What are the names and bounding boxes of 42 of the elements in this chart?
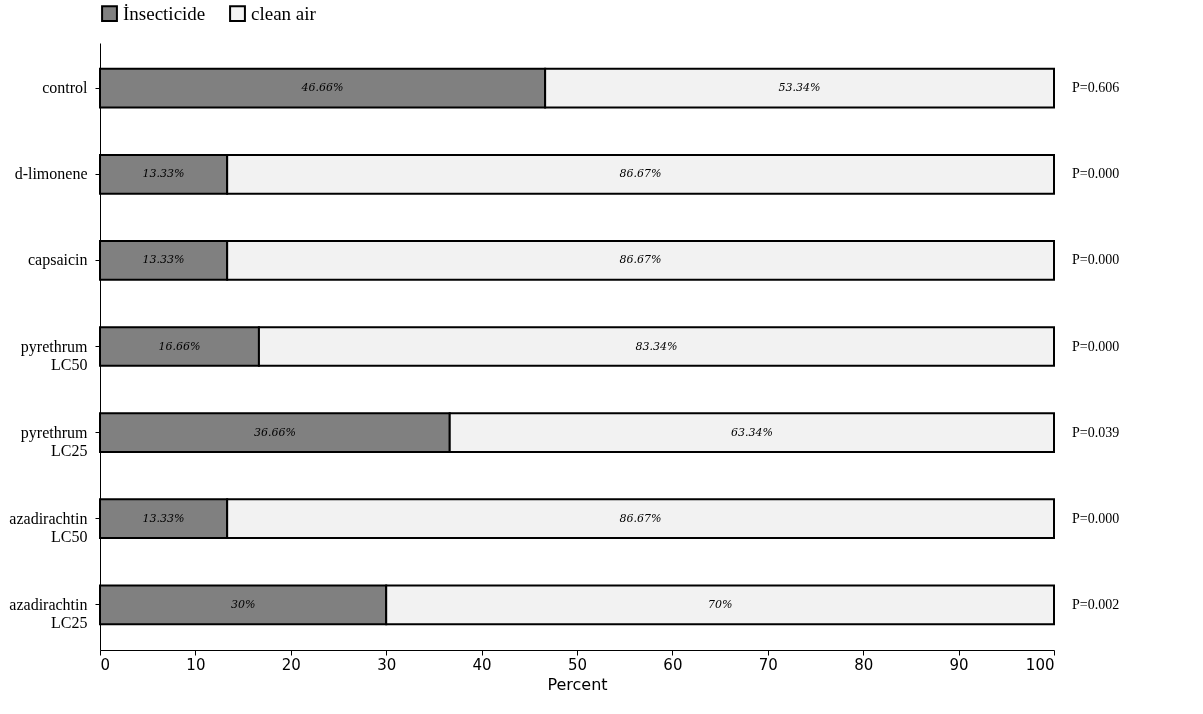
data-label: 86.67% (619, 167, 662, 181)
data-label: 46.66% (300, 81, 344, 95)
text: P=0.039 (1072, 424, 1120, 440)
x-tick-label: 40 (472, 655, 492, 674)
x-tick-label: 80 (854, 655, 874, 674)
data-label: 70% (707, 597, 733, 611)
data-label: 83.34% (635, 339, 678, 353)
data-label: 13.33% (142, 167, 185, 181)
y-tick-label: capsaicin (27, 251, 88, 270)
y-tick-label: d-limonene (14, 165, 88, 183)
x-tick-label: 100 (1025, 655, 1055, 674)
text: P=0.000 (1072, 338, 1120, 354)
y-tick-label: azadirachtin LC25 (9, 595, 88, 631)
data-label: 16.66% (158, 339, 201, 353)
data-label: 53.34% (778, 81, 821, 95)
data-label: 30% (230, 597, 256, 611)
x-tick-label: 50 (567, 655, 588, 674)
text: P=0.000 (1072, 166, 1120, 182)
y-tick-label: pyrethrum LC50 (20, 337, 89, 373)
data-label: 86.67% (619, 511, 662, 525)
x-tick-label: 20 (281, 655, 301, 674)
x-axis-title: Percent (547, 674, 608, 694)
y-tick-label: pyrethrum LC25 (20, 423, 89, 459)
data-label: 13.33% (142, 511, 185, 525)
data-label: 13.33% (142, 253, 185, 267)
x-tick-label: 70 (758, 655, 778, 674)
y-tick-label: control (42, 79, 89, 97)
text: P=0.606 (1072, 80, 1120, 96)
data-label: 86.67% (619, 253, 662, 267)
text: P=0.000 (1072, 252, 1120, 268)
data-label: 63.34% (730, 425, 773, 439)
x-tick-label: 30 (377, 655, 397, 674)
x-tick-label: 90 (949, 655, 969, 674)
y-tick-label: azadirachtin LC50 (9, 509, 88, 545)
x-tick-label: 10 (186, 655, 206, 674)
x-tick-label: 0 (100, 655, 111, 674)
legend-label: İnsecticide (123, 2, 206, 24)
x-tick-label: 60 (663, 655, 683, 674)
data-label: 36.66% (253, 425, 296, 439)
legend-label: clean air (251, 2, 317, 24)
text: P=0.002 (1072, 596, 1120, 612)
text: P=0.000 (1072, 510, 1120, 526)
